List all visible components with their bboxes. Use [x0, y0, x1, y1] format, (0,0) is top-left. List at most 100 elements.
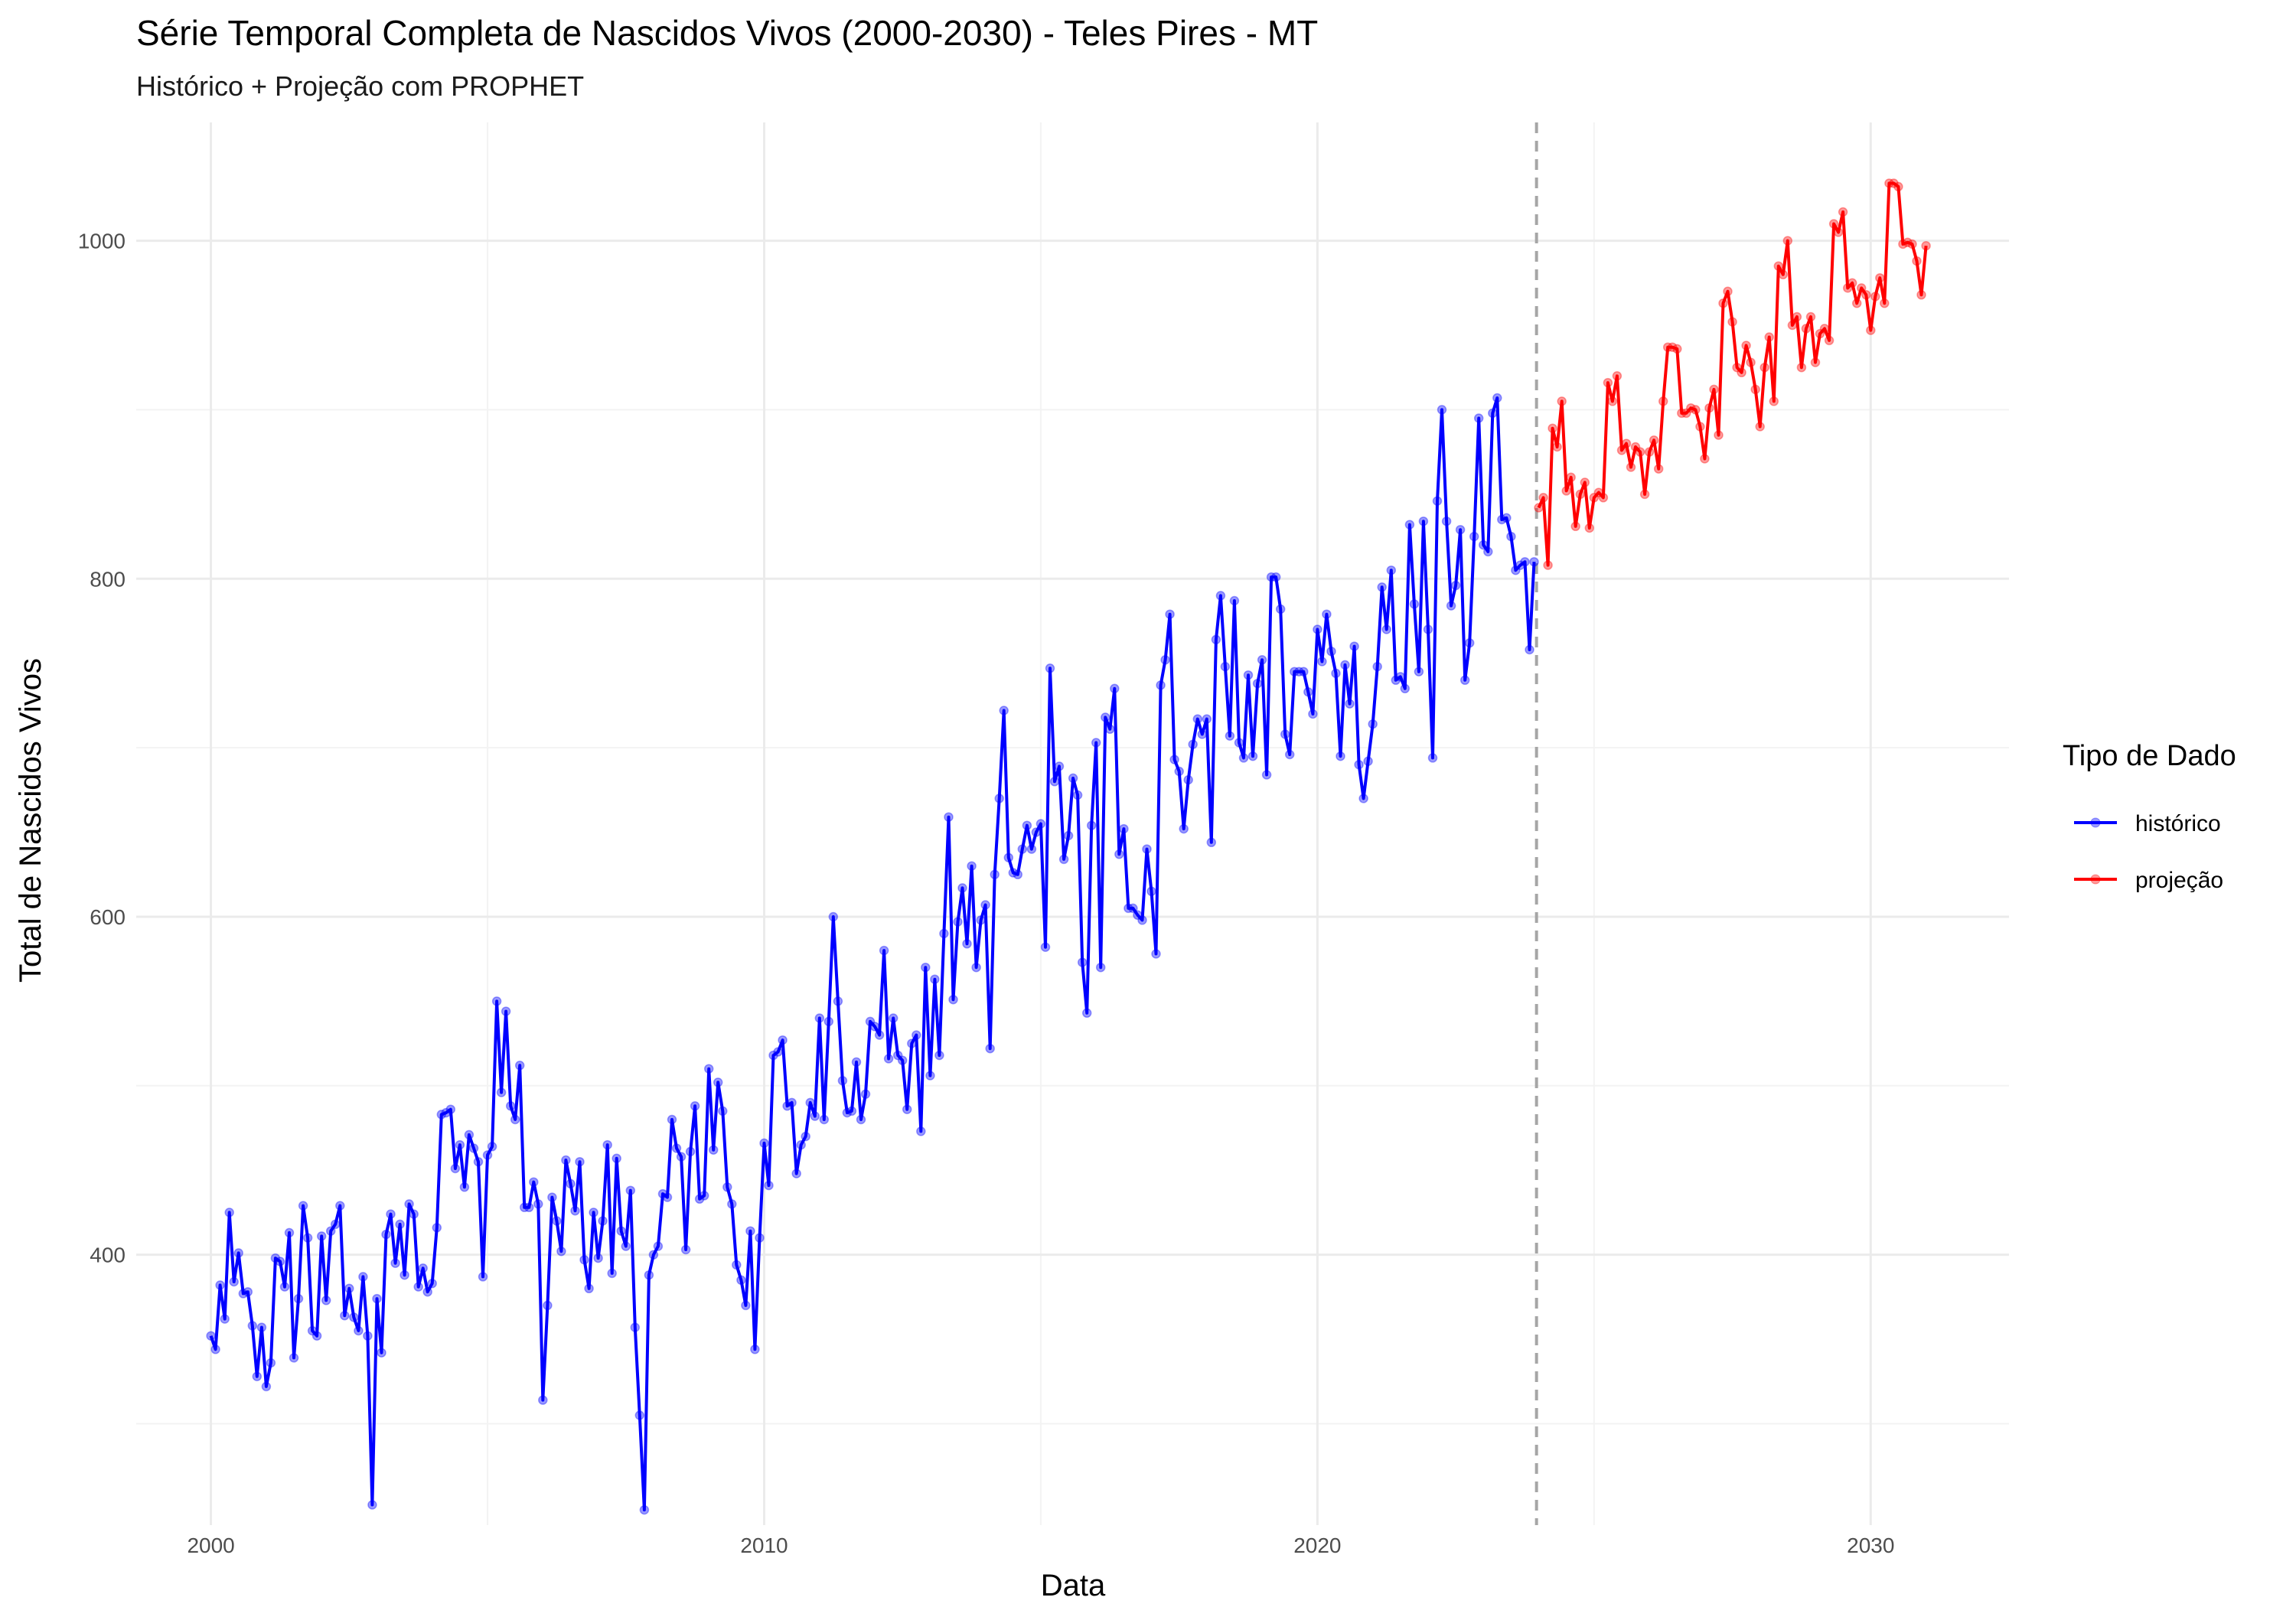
data-point — [1072, 790, 1083, 800]
data-point — [892, 1050, 903, 1061]
data-point — [496, 1087, 507, 1097]
data-point — [1395, 672, 1406, 682]
data-point — [340, 1310, 350, 1321]
data-point — [293, 1293, 304, 1304]
data-point — [1257, 655, 1267, 665]
data-point — [999, 706, 1009, 715]
data-point — [602, 1139, 612, 1150]
data-point — [1718, 298, 1728, 308]
data-point — [395, 1219, 405, 1230]
grid — [136, 122, 2009, 1525]
data-point — [266, 1358, 276, 1368]
data-point — [1912, 256, 1922, 266]
data-point — [1354, 759, 1364, 770]
data-point — [1133, 910, 1143, 921]
data-point — [607, 1268, 617, 1279]
data-point — [436, 1110, 447, 1120]
series-line — [209, 396, 1536, 1512]
data-point — [814, 1013, 825, 1023]
data-point — [1695, 422, 1705, 432]
data-point — [579, 1255, 589, 1265]
data-point — [1773, 261, 1784, 271]
data-point — [1737, 367, 1746, 378]
data-point — [422, 1286, 432, 1297]
data-point — [1796, 362, 1807, 373]
y-tick-label: 800 — [90, 567, 126, 591]
data-point — [1750, 384, 1760, 395]
data-point — [473, 1156, 484, 1167]
data-point — [1792, 311, 1802, 322]
data-point — [1566, 472, 1576, 483]
data-point — [1013, 869, 1023, 880]
data-point — [1847, 278, 1857, 288]
data-point — [897, 1055, 908, 1065]
data-point — [925, 1071, 935, 1081]
y-axis-ticks: 400 600 800 1000 — [78, 230, 126, 1267]
data-point — [1336, 751, 1345, 761]
data-point — [547, 1192, 557, 1202]
data-point — [354, 1325, 364, 1336]
data-point — [1612, 371, 1623, 381]
data-point — [980, 900, 990, 910]
data-point — [330, 1219, 341, 1230]
data-point — [1580, 478, 1590, 487]
legend-label: projeção — [2135, 868, 2223, 893]
data-point — [1022, 820, 1032, 830]
data-point — [377, 1348, 386, 1358]
data-point — [1681, 408, 1691, 419]
data-point — [1238, 753, 1249, 763]
data-point — [736, 1275, 746, 1286]
data-point — [1215, 591, 1226, 601]
data-point — [727, 1199, 737, 1209]
data-point — [1589, 493, 1600, 503]
legend-label: histórico — [2135, 811, 2221, 836]
legend-title: Tipo de Dado — [2063, 740, 2236, 772]
data-point — [1464, 637, 1475, 648]
data-point — [787, 1097, 797, 1108]
data-point — [1593, 487, 1604, 497]
data-point — [680, 1244, 691, 1255]
data-point — [1381, 624, 1391, 634]
data-point — [441, 1107, 452, 1118]
data-point — [1741, 341, 1751, 350]
data-point — [1607, 396, 1618, 406]
data-point — [349, 1312, 359, 1322]
data-point — [1423, 624, 1433, 634]
data-point — [1119, 823, 1129, 834]
data-point — [869, 1022, 880, 1032]
data-point — [1805, 311, 1816, 322]
data-point — [445, 1104, 456, 1114]
data-point — [768, 1050, 778, 1061]
data-point — [243, 1286, 253, 1297]
data-point — [1247, 751, 1258, 761]
data-point — [1691, 405, 1701, 415]
data-point — [1488, 408, 1498, 419]
data-point — [1570, 521, 1580, 532]
data-point — [1653, 464, 1664, 474]
data-point — [1497, 514, 1507, 525]
data-point — [298, 1201, 308, 1211]
data-point — [238, 1289, 249, 1299]
data-point — [1372, 661, 1382, 672]
data-point — [796, 1139, 806, 1150]
data-point — [759, 1138, 769, 1149]
data-point — [1916, 290, 1926, 300]
data-point — [1031, 827, 1042, 837]
data-point — [1035, 819, 1046, 829]
data-point — [1824, 335, 1835, 346]
data-point — [316, 1231, 327, 1241]
data-point — [1156, 680, 1166, 690]
x-tick-label: 2000 — [187, 1534, 234, 1557]
data-point — [261, 1381, 272, 1392]
data-point — [1732, 362, 1742, 373]
data-point — [589, 1208, 598, 1217]
data-point — [1017, 844, 1028, 854]
data-point — [459, 1182, 470, 1192]
data-point — [1764, 332, 1774, 342]
data-point — [1842, 283, 1853, 293]
data-point — [289, 1353, 299, 1363]
data-point — [1414, 667, 1424, 676]
data-point — [957, 883, 967, 893]
data-point — [634, 1410, 645, 1420]
data-point — [1704, 403, 1714, 413]
